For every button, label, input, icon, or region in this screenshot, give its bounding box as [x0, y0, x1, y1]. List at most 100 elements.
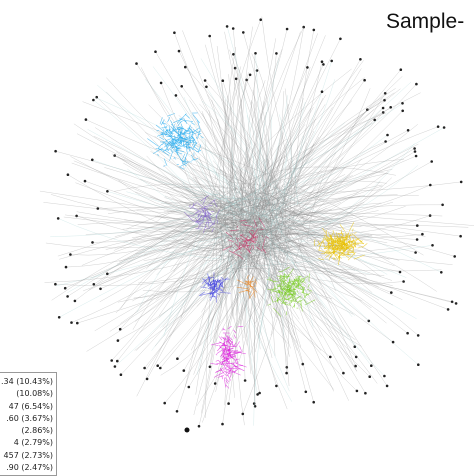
cluster-edge	[180, 121, 183, 123]
node	[235, 78, 238, 81]
node	[401, 102, 404, 105]
node	[188, 386, 191, 389]
node	[92, 99, 95, 102]
legend-item: (2.86%)	[0, 425, 56, 437]
node	[460, 181, 463, 184]
node	[431, 244, 434, 247]
node	[184, 66, 187, 69]
node	[54, 283, 57, 286]
cluster-edge	[215, 368, 224, 373]
node	[256, 393, 259, 396]
node	[321, 90, 324, 93]
node	[156, 364, 159, 367]
node	[232, 27, 235, 30]
node	[414, 251, 417, 254]
node	[160, 82, 163, 85]
node	[154, 50, 157, 53]
legend-item: 457 (2.73%)	[0, 450, 56, 462]
node	[93, 283, 96, 286]
cluster-edge	[275, 281, 279, 282]
node	[106, 273, 109, 276]
node	[114, 365, 117, 368]
node	[440, 271, 443, 274]
cluster-edge	[198, 145, 201, 153]
node	[176, 357, 179, 360]
cluster-edge	[202, 226, 203, 227]
node	[363, 79, 366, 82]
cluster-edge	[353, 229, 354, 232]
node	[173, 31, 176, 34]
node	[146, 378, 149, 381]
node	[322, 63, 325, 66]
node	[227, 402, 230, 405]
cluster-edge	[185, 121, 193, 122]
cluster-edge	[225, 377, 229, 382]
cluster-edge	[225, 374, 227, 376]
cluster-edge	[232, 341, 233, 346]
node	[254, 52, 257, 55]
node	[400, 68, 403, 71]
node	[401, 110, 404, 113]
node	[459, 235, 462, 238]
node	[178, 50, 181, 53]
cluster-edge	[235, 359, 239, 360]
node	[354, 345, 357, 348]
cluster-edge	[233, 330, 236, 333]
cluster-edge	[163, 124, 165, 125]
node	[406, 332, 409, 335]
cluster-edge	[164, 159, 167, 166]
node	[416, 238, 419, 241]
node	[204, 79, 207, 82]
legend-item: .60 (3.67%)	[0, 413, 56, 425]
node	[163, 402, 166, 405]
cluster-edge	[240, 346, 242, 351]
node	[373, 119, 376, 122]
cluster-edge	[174, 113, 175, 114]
node	[91, 241, 94, 244]
cluster-edge	[218, 376, 224, 378]
node	[75, 215, 78, 218]
cluster-edge	[290, 302, 292, 304]
cluster-edge	[338, 247, 347, 248]
node	[429, 214, 432, 217]
node	[97, 207, 100, 210]
node	[54, 150, 57, 153]
node	[117, 339, 120, 342]
node	[85, 118, 88, 121]
cluster-edge	[216, 354, 217, 355]
node	[386, 134, 389, 137]
node	[305, 391, 308, 394]
node	[205, 86, 208, 89]
node	[321, 60, 324, 63]
node	[222, 79, 225, 82]
title: Sample-	[386, 10, 464, 34]
node	[116, 360, 119, 363]
edge	[150, 151, 223, 186]
legend-item: .34 (10.43%)	[0, 376, 56, 388]
node	[306, 66, 309, 69]
cluster-edge	[232, 357, 236, 361]
node	[65, 266, 68, 269]
cluster-edge	[229, 366, 230, 367]
node	[91, 159, 94, 162]
node	[135, 62, 138, 65]
node	[99, 288, 102, 291]
node	[313, 29, 316, 32]
node	[275, 52, 278, 55]
node	[455, 302, 458, 305]
node	[443, 126, 446, 129]
node	[441, 204, 444, 207]
cluster-edge	[163, 129, 164, 131]
node	[180, 85, 183, 88]
node	[208, 35, 211, 38]
node	[259, 18, 262, 21]
node	[339, 38, 342, 41]
node	[413, 147, 416, 150]
node	[159, 367, 162, 370]
node	[342, 372, 345, 375]
node	[119, 328, 122, 331]
node	[359, 58, 362, 61]
node	[417, 334, 420, 337]
node	[74, 300, 77, 303]
cluster-edge	[166, 139, 172, 141]
